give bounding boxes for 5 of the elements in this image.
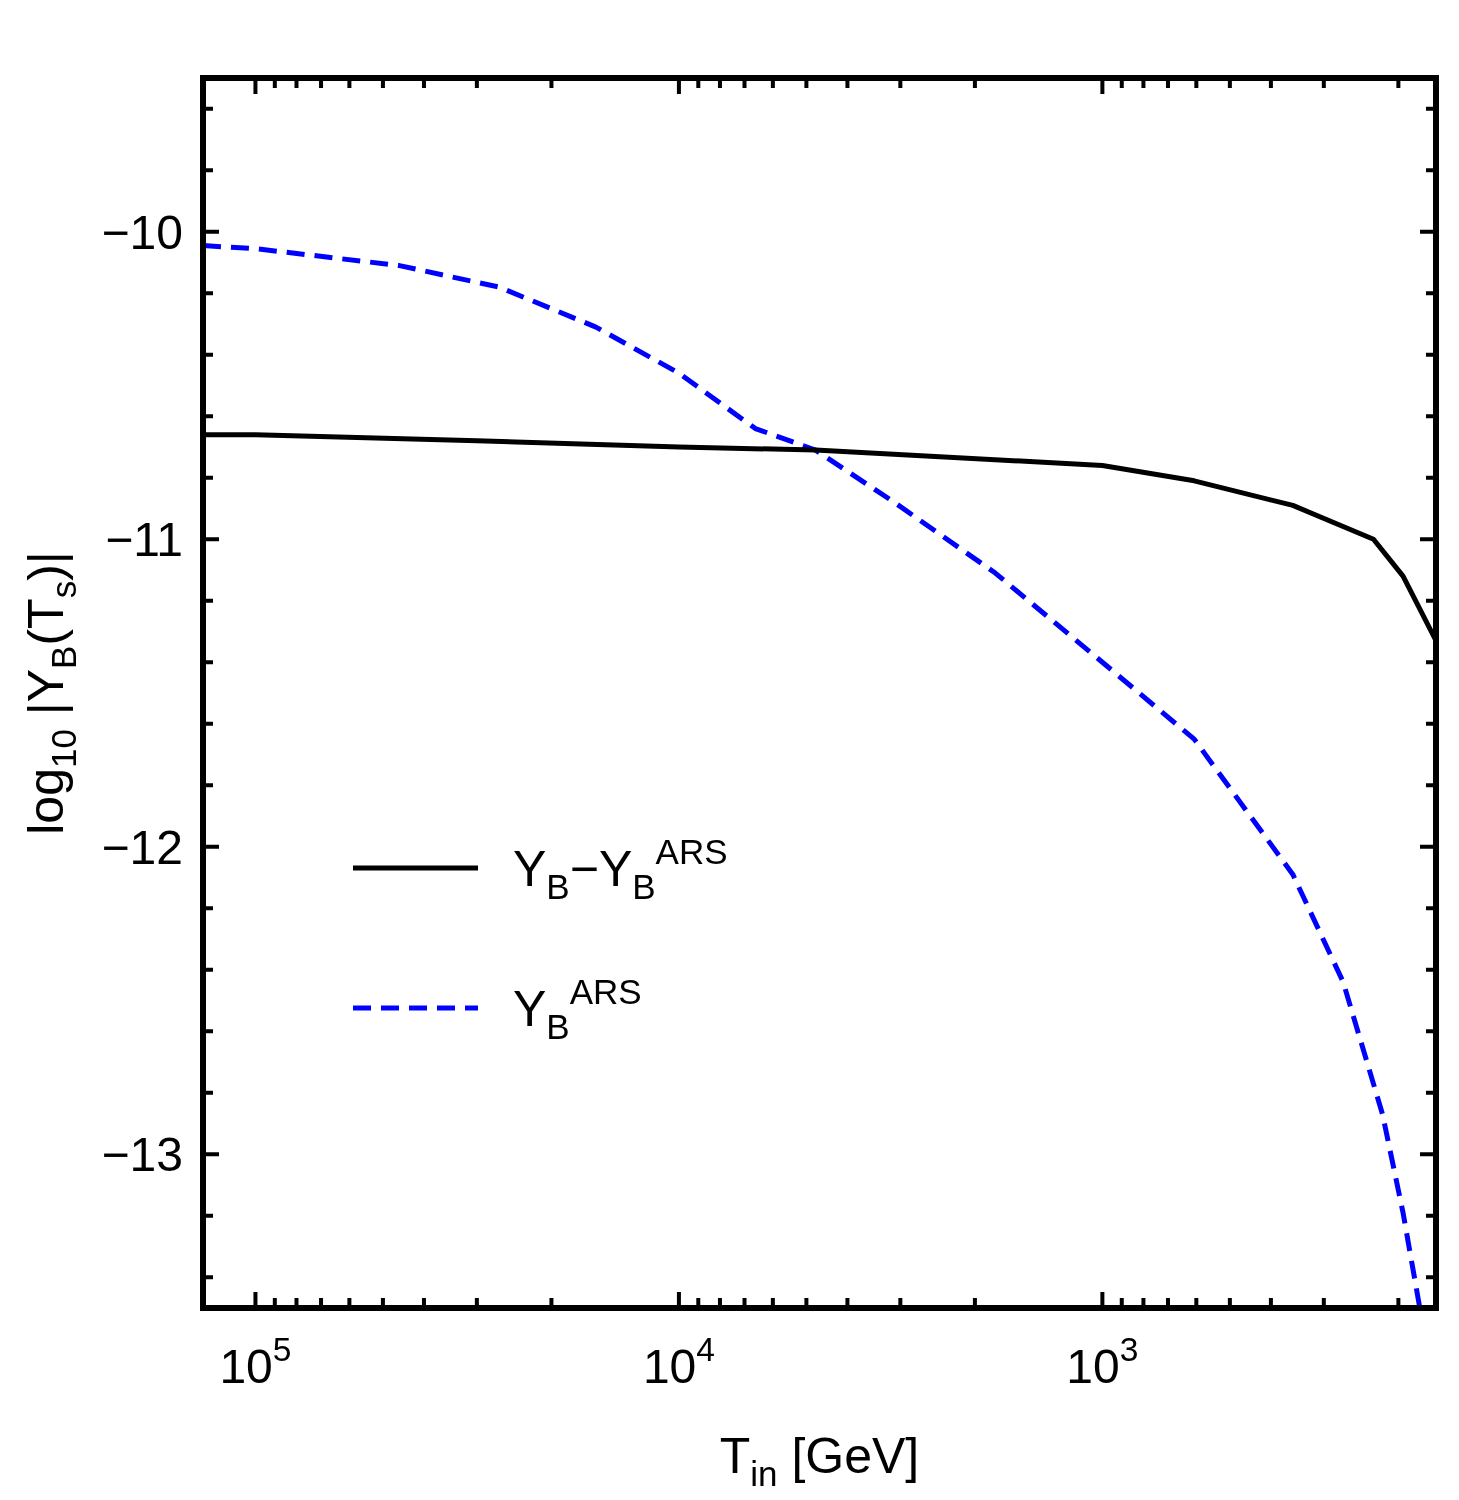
y-tick-label: −10: [101, 205, 183, 259]
y-tick-label: −13: [101, 1128, 183, 1182]
y-tick-label: −11: [105, 513, 183, 567]
y-tick-label: −12: [101, 820, 183, 874]
y-axis-title: log10 |YB(Ts)|: [18, 551, 83, 835]
